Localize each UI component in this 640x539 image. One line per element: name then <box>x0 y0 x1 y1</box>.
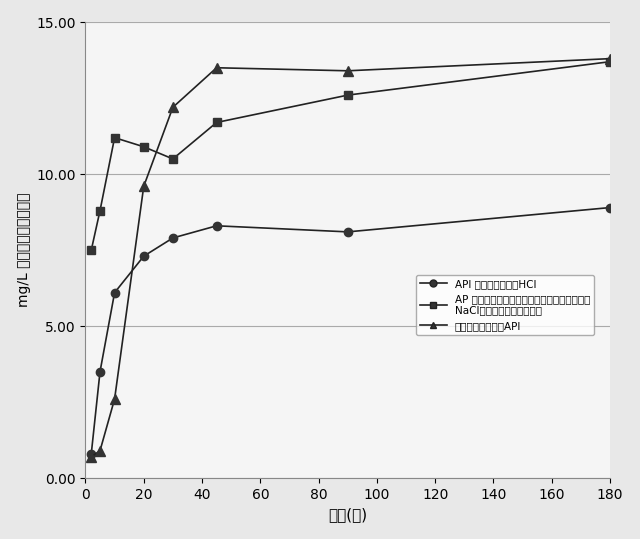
Y-axis label: mg/L 溶解させられたもの: mg/L 溶解させられたもの <box>17 193 31 307</box>
AP ミリングされたラクトースのマトリックス
NaClマトリックスにおいて <box>88 247 95 253</box>
ミリングされたトAPI <box>111 396 118 402</box>
API プロキシフェンHCl <box>606 204 614 211</box>
AP ミリングされたラクトースのマトリックス
NaClマトリックスにおいて <box>140 143 148 150</box>
AP ミリングされたラクトースのマトリックス
NaClマトリックスにおいて <box>344 92 351 98</box>
AP ミリングされたラクトースのマトリックス
NaClマトリックスにおいて <box>212 119 220 126</box>
ミリングされたトAPI <box>96 447 104 454</box>
AP ミリングされたラクトースのマトリックス
NaClマトリックスにおいて <box>96 208 104 214</box>
Legend: API プロキシフェンHCl, AP ミリングされたラクトースのマトリックス
NaClマトリックスにおいて, ミリングされたトAPI: API プロキシフェンHCl, AP ミリングされたラクトースのマトリックス N… <box>416 275 595 335</box>
API プロキシフェンHCl <box>169 234 177 241</box>
AP ミリングされたラクトースのマトリックス
NaClマトリックスにおいて <box>111 134 118 141</box>
X-axis label: 時間(分): 時間(分) <box>328 507 367 522</box>
Line: API プロキシフェンHCl: API プロキシフェンHCl <box>87 203 614 458</box>
API プロキシフェンHCl <box>344 229 351 235</box>
ミリングされたトAPI <box>344 67 351 74</box>
API プロキシフェンHCl <box>212 223 220 229</box>
API プロキシフェンHCl <box>140 253 148 259</box>
AP ミリングされたラクトースのマトリックス
NaClマトリックスにおいて <box>606 58 614 65</box>
API プロキシフェンHCl <box>96 369 104 375</box>
ミリングされたトAPI <box>169 104 177 110</box>
ミリングされたトAPI <box>140 183 148 190</box>
API プロキシフェンHCl <box>111 289 118 296</box>
AP ミリングされたラクトースのマトリックス
NaClマトリックスにおいて <box>169 156 177 162</box>
API プロキシフェンHCl <box>88 451 95 457</box>
Line: ミリングされたトAPI: ミリングされたトAPI <box>86 54 615 461</box>
ミリングされたトAPI <box>88 453 95 460</box>
ミリングされたトAPI <box>212 65 220 71</box>
ミリングされたトAPI <box>606 56 614 62</box>
Line: AP ミリングされたラクトースのマトリックス
NaClマトリックスにおいて: AP ミリングされたラクトースのマトリックス NaClマトリックスにおいて <box>87 58 614 254</box>
